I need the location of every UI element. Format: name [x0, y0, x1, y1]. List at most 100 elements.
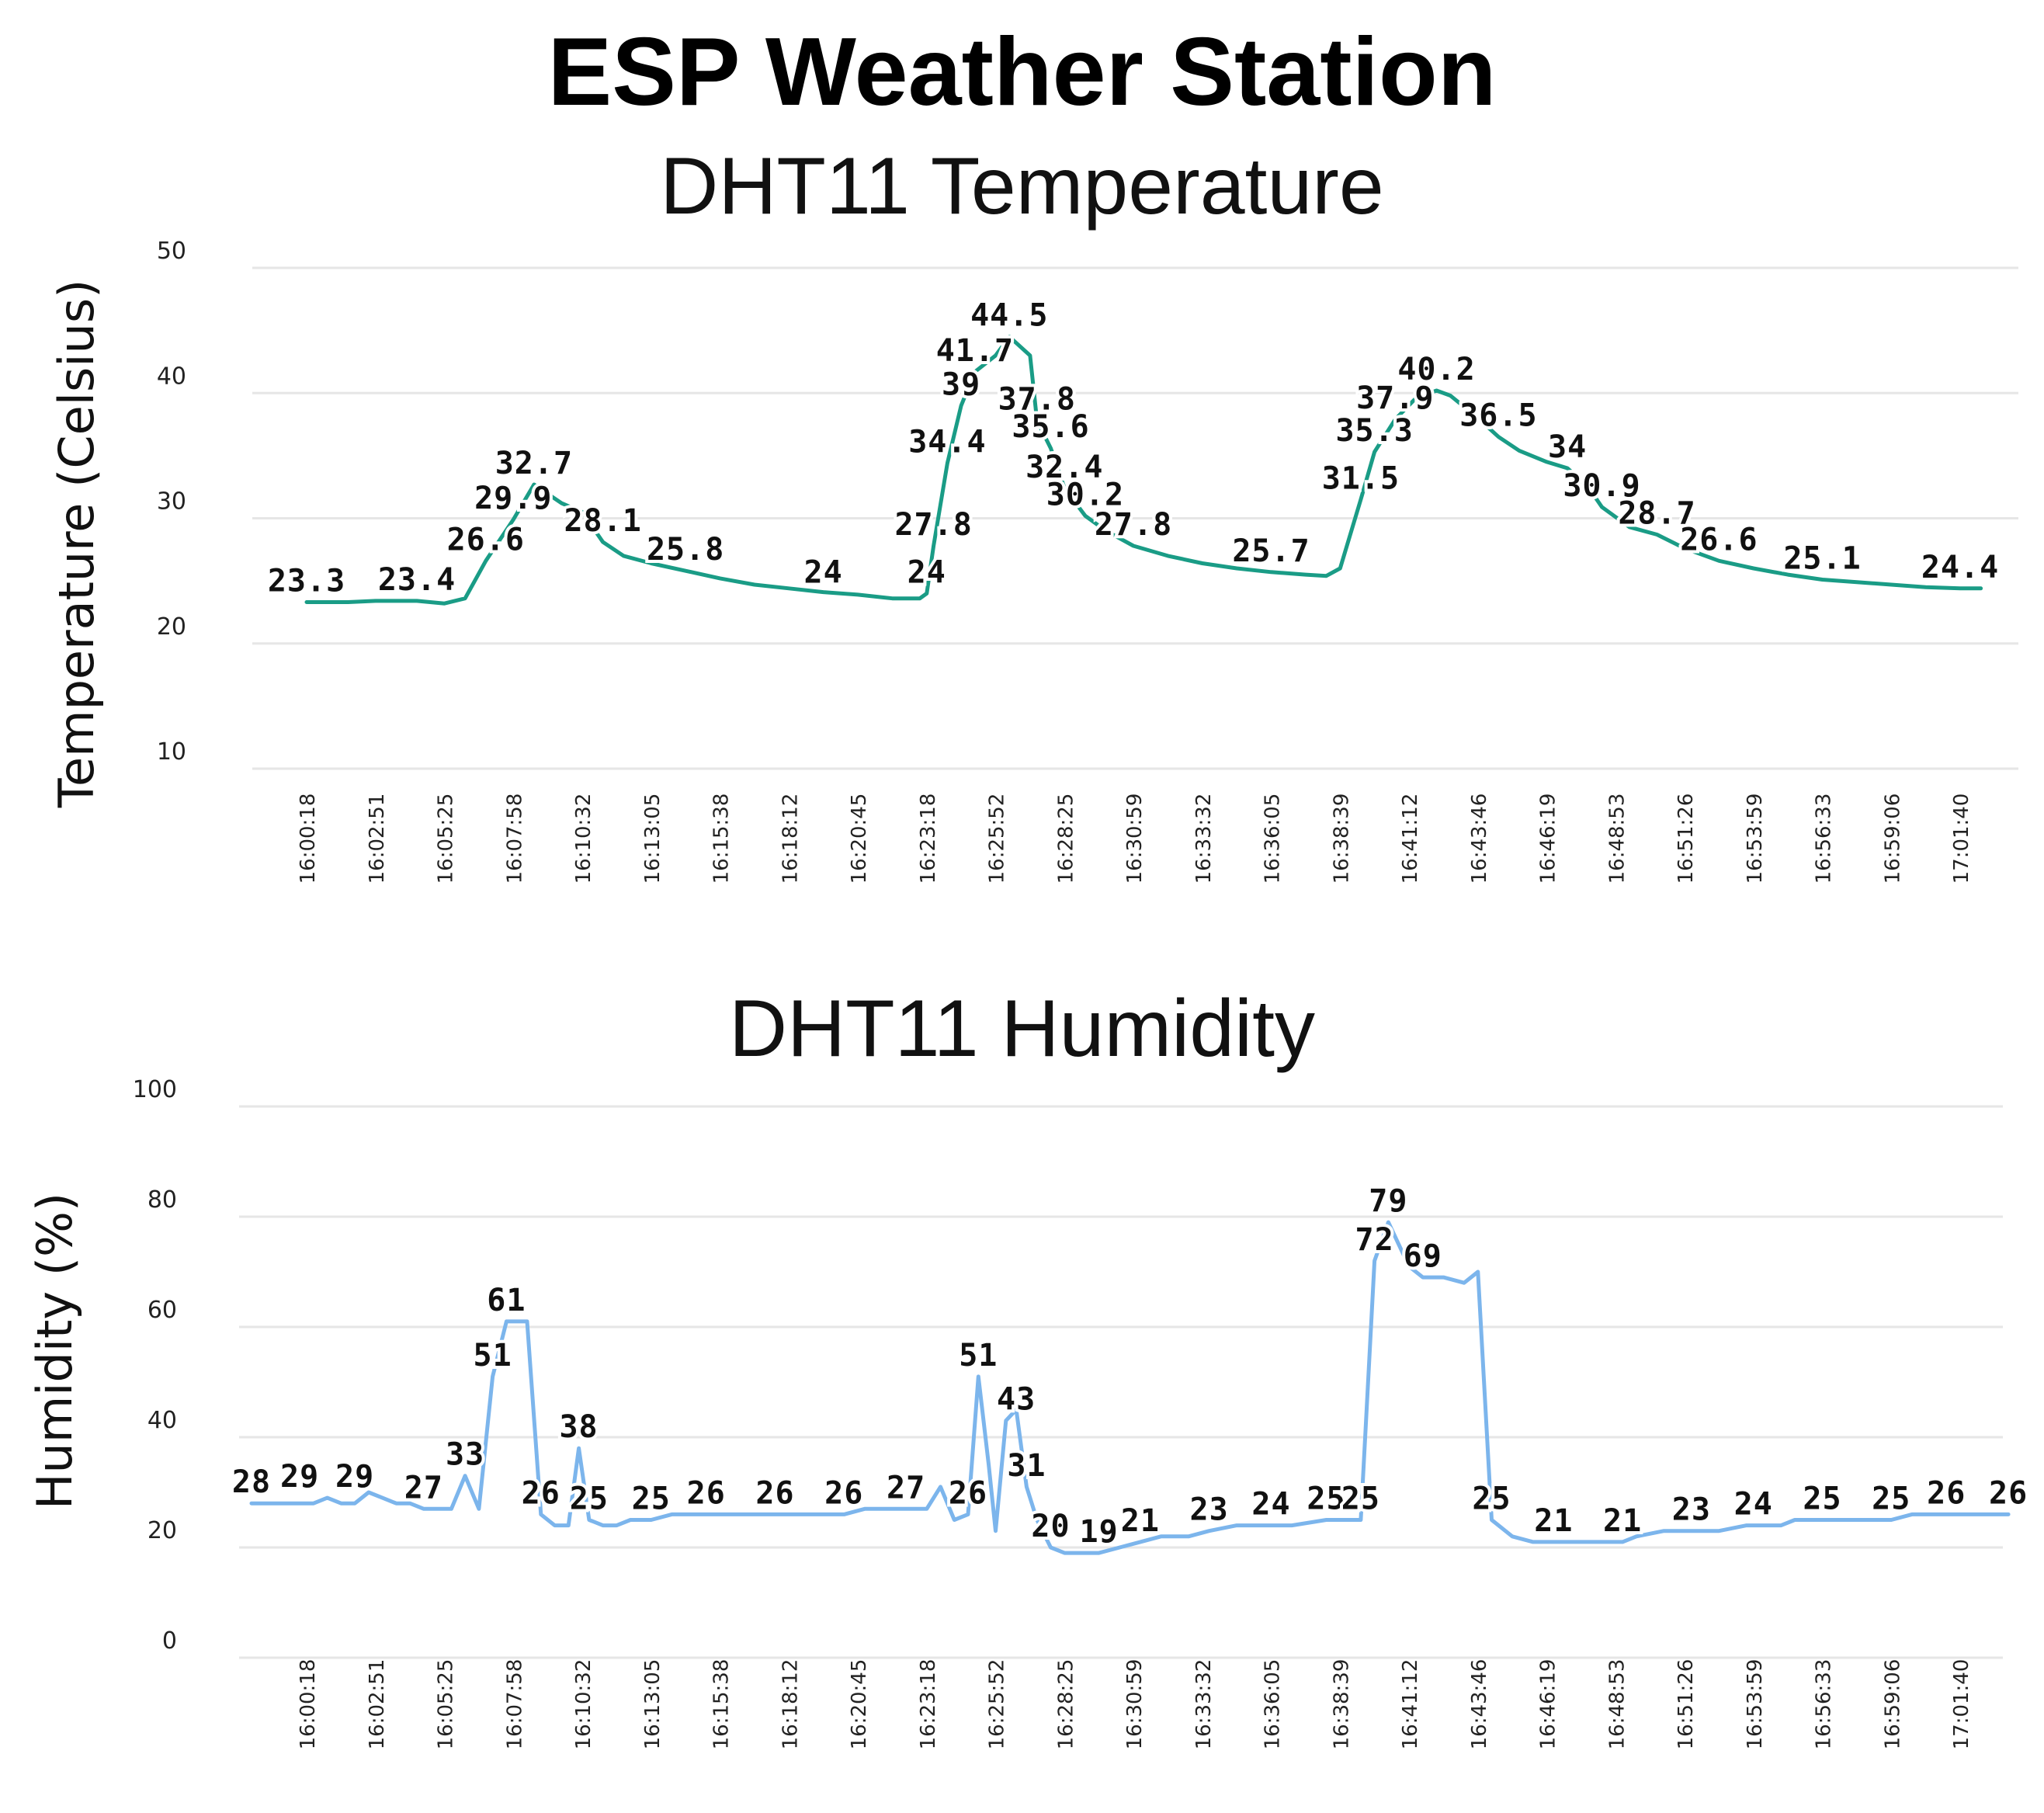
- temperature-x-tick-label: 16:30:59: [1123, 794, 1147, 884]
- temperature-x-tick-label: 16:48:53: [1605, 794, 1629, 884]
- temperature-y-tick-label: 20: [157, 613, 186, 641]
- humidity-x-tick-label: 16:00:18: [297, 1659, 320, 1750]
- humidity-y-tick-label: 20: [147, 1517, 177, 1544]
- temperature-data-label: 25.7: [1232, 533, 1310, 569]
- humidity-y-axis-label: Humidity (%): [26, 1193, 83, 1509]
- temperature-x-tick-label: 16:28:25: [1054, 794, 1078, 884]
- temperature-data-label: 27.8: [1095, 507, 1172, 543]
- humidity-x-tick-label: 16:25:52: [986, 1659, 1009, 1750]
- humidity-data-label: 27: [404, 1470, 443, 1506]
- humidity-x-tick-label: 16:02:51: [366, 1659, 389, 1750]
- temperature-data-label: 28.7: [1618, 495, 1695, 531]
- humidity-chart-title: DHT11 Humidity: [728, 984, 1316, 1074]
- humidity-data-label: 72: [1355, 1222, 1394, 1258]
- humidity-data-label: 21: [1603, 1503, 1642, 1539]
- humidity-data-label: 26: [522, 1475, 560, 1511]
- temperature-x-tick-label: 16:51:26: [1674, 794, 1698, 884]
- humidity-x-tick-label: 16:33:32: [1192, 1659, 1216, 1750]
- humidity-data-label: 24: [1734, 1487, 1773, 1523]
- temperature-x-tick-label: 16:10:32: [572, 794, 595, 884]
- temperature-data-label: 30.9: [1563, 468, 1640, 504]
- temperature-x-tick-label: 16:46:19: [1537, 794, 1560, 884]
- temperature-data-label: 35.6: [1012, 409, 1089, 445]
- temperature-x-tick-label: 16:36:05: [1261, 794, 1285, 884]
- humidity-data-label: 21: [1121, 1503, 1160, 1539]
- humidity-data-label: 24: [1251, 1487, 1290, 1523]
- temperature-data-label: 40.2: [1397, 352, 1475, 387]
- humidity-data-label: 25: [1803, 1481, 1841, 1517]
- humidity-x-tick-label: 16:05:25: [435, 1659, 458, 1750]
- temperature-data-label: 41.7: [936, 333, 1014, 369]
- temperature-x-tick-label: 16:20:45: [848, 794, 871, 884]
- humidity-x-tick-label: 16:43:46: [1468, 1659, 1491, 1750]
- humidity-data-label: 29: [280, 1459, 319, 1495]
- humidity-data-label: 19: [1080, 1514, 1119, 1550]
- humidity-data-label: 25: [632, 1481, 671, 1517]
- humidity-data-label: 26: [949, 1475, 987, 1511]
- humidity-data-label: 79: [1369, 1183, 1407, 1219]
- humidity-x-tick-label: 16:10:32: [572, 1659, 595, 1750]
- humidity-data-label: 29: [335, 1459, 374, 1495]
- humidity-data-label: 61: [487, 1283, 526, 1318]
- temperature-data-label: 44.5: [970, 298, 1048, 334]
- temperature-data-label: 24: [804, 554, 843, 590]
- temperature-data-label: 28.1: [564, 503, 641, 539]
- humidity-data-label: 21: [1534, 1503, 1573, 1539]
- temperature-data-label: 27.8: [894, 507, 972, 543]
- temperature-data-label: 26.6: [447, 522, 525, 557]
- temperature-x-tick-label: 16:00:18: [297, 794, 320, 884]
- temperature-data-label: 23.3: [268, 564, 345, 599]
- temperature-x-tick-label: 17:01:40: [1950, 794, 1973, 884]
- humidity-x-tick-label: 16:13:05: [641, 1659, 665, 1750]
- humidity-x-tick-label: 17:01:40: [1950, 1659, 1973, 1750]
- temperature-series-line: [304, 335, 1983, 606]
- temperature-data-label: 37.9: [1356, 380, 1434, 416]
- humidity-y-tick-label: 60: [147, 1297, 177, 1324]
- humidity-x-tick-label: 16:30:59: [1123, 1659, 1147, 1750]
- humidity-x-tick-label: 16:36:05: [1261, 1659, 1285, 1750]
- humidity-y-tick-label: 0: [162, 1627, 177, 1655]
- humidity-series-line: [249, 1220, 2011, 1555]
- humidity-data-label: 69: [1404, 1238, 1442, 1274]
- humidity-x-tick-label: 16:59:06: [1881, 1659, 1904, 1750]
- temperature-data-label: 32.7: [495, 446, 573, 481]
- temperature-data-label: 23.4: [378, 562, 456, 598]
- temperature-x-tick-label: 16:43:46: [1468, 794, 1491, 884]
- humidity-data-label: 28: [232, 1464, 271, 1500]
- temperature-data-label: 25.8: [647, 532, 724, 568]
- humidity-x-tick-label: 16:48:53: [1605, 1659, 1629, 1750]
- temperature-x-tick-label: 16:02:51: [366, 794, 389, 884]
- temperature-x-tick-label: 16:41:12: [1399, 794, 1422, 884]
- temperature-data-label: 34.4: [908, 425, 986, 460]
- temperature-data-label: 24.4: [1921, 550, 1999, 585]
- humidity-data-label: 25: [1307, 1481, 1345, 1517]
- humidity-data-label: 26: [1989, 1475, 2028, 1511]
- humidity-x-tick-label: 16:15:38: [710, 1659, 734, 1750]
- temperature-x-tick-label: 16:59:06: [1881, 794, 1904, 884]
- humidity-data-label: 27: [887, 1470, 925, 1506]
- page-title: ESP Weather Station: [547, 19, 1497, 126]
- humidity-data-label: 26: [687, 1475, 726, 1511]
- humidity-data-label: 20: [1031, 1509, 1070, 1544]
- humidity-data-label: 51: [474, 1338, 512, 1374]
- humidity-x-tick-label: 16:23:18: [917, 1659, 940, 1750]
- humidity-data-label: 31: [1007, 1448, 1046, 1484]
- humidity-data-label: 33: [446, 1437, 484, 1473]
- humidity-x-tick-label: 16:46:19: [1537, 1659, 1560, 1750]
- temperature-data-label: 29.9: [474, 481, 552, 516]
- temperature-data-label: 35.3: [1335, 413, 1413, 449]
- humidity-y-tick-label: 40: [147, 1407, 177, 1434]
- temperature-data-label: 39: [942, 366, 980, 402]
- temperature-y-tick-label: 10: [157, 738, 186, 766]
- temperature-data-label: 31.5: [1322, 460, 1400, 496]
- humidity-data-label: 25: [1472, 1481, 1511, 1517]
- temperature-x-tick-label: 16:25:52: [986, 794, 1009, 884]
- temperature-x-tick-label: 16:38:39: [1330, 794, 1353, 884]
- humidity-x-tick-label: 16:41:12: [1399, 1659, 1422, 1750]
- temperature-data-label: 32.4: [1025, 450, 1103, 485]
- temperature-data-label: 26.6: [1680, 522, 1758, 557]
- humidity-data-label: 51: [959, 1338, 998, 1374]
- temperature-y-tick-label: 50: [157, 238, 186, 265]
- temperature-data-label: 34: [1548, 429, 1587, 465]
